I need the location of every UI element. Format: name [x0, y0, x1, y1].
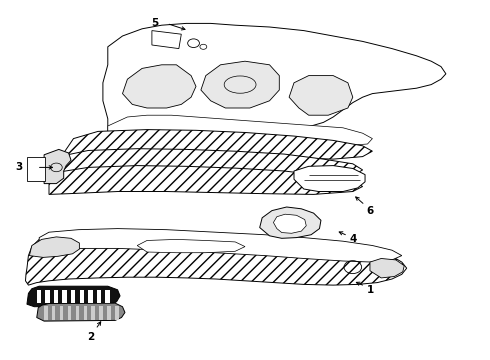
- Polygon shape: [37, 290, 41, 303]
- Polygon shape: [64, 130, 372, 160]
- Polygon shape: [27, 286, 120, 307]
- Polygon shape: [289, 76, 353, 115]
- Polygon shape: [49, 149, 363, 178]
- Polygon shape: [54, 290, 58, 303]
- Polygon shape: [122, 65, 196, 108]
- Text: 6: 6: [367, 206, 373, 216]
- Polygon shape: [44, 149, 71, 184]
- Polygon shape: [152, 31, 181, 49]
- Polygon shape: [52, 306, 55, 320]
- Text: 4: 4: [349, 234, 357, 244]
- Polygon shape: [45, 290, 50, 303]
- Polygon shape: [29, 237, 79, 257]
- Polygon shape: [44, 306, 48, 320]
- Polygon shape: [60, 306, 63, 320]
- Text: 3: 3: [15, 162, 22, 172]
- Polygon shape: [97, 290, 101, 303]
- Text: 2: 2: [87, 332, 94, 342]
- Polygon shape: [25, 231, 407, 285]
- Text: 5: 5: [151, 18, 158, 28]
- Polygon shape: [63, 290, 67, 303]
- Polygon shape: [68, 306, 71, 320]
- Polygon shape: [84, 306, 87, 320]
- Polygon shape: [370, 258, 404, 278]
- Polygon shape: [79, 290, 84, 303]
- Polygon shape: [37, 303, 125, 321]
- Polygon shape: [108, 115, 372, 148]
- Polygon shape: [115, 306, 119, 320]
- Polygon shape: [75, 306, 79, 320]
- Polygon shape: [88, 290, 93, 303]
- Polygon shape: [201, 61, 279, 108]
- Polygon shape: [107, 306, 111, 320]
- Polygon shape: [71, 290, 75, 303]
- Polygon shape: [99, 306, 103, 320]
- Polygon shape: [137, 239, 245, 253]
- Polygon shape: [92, 306, 95, 320]
- Polygon shape: [39, 229, 402, 262]
- Polygon shape: [273, 214, 306, 233]
- Polygon shape: [49, 166, 363, 194]
- Text: 1: 1: [367, 285, 373, 295]
- Polygon shape: [105, 290, 110, 303]
- Polygon shape: [294, 166, 365, 192]
- Polygon shape: [260, 207, 321, 238]
- Polygon shape: [27, 157, 45, 181]
- Polygon shape: [76, 23, 446, 173]
